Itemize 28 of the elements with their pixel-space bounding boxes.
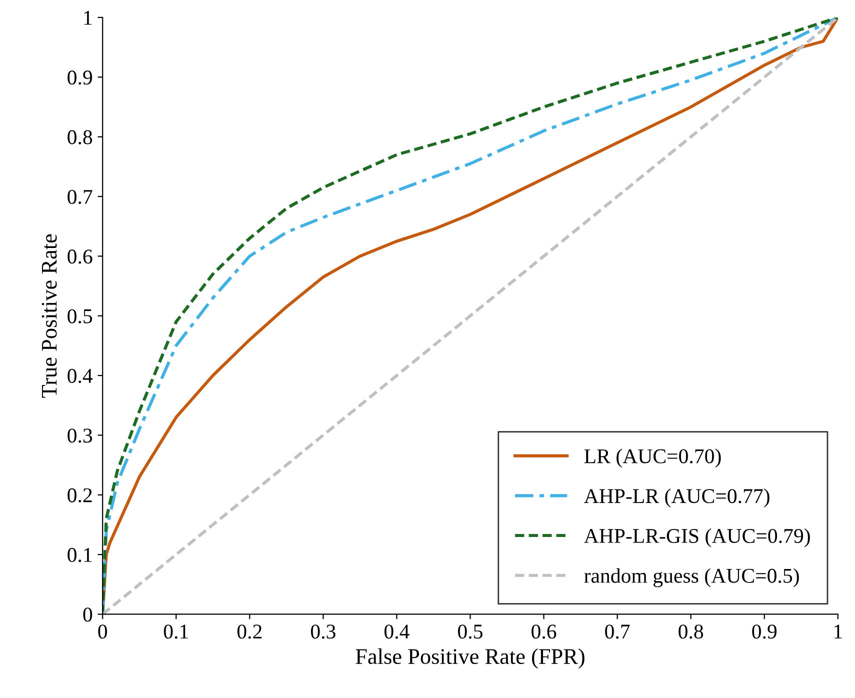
x-tick-label: 0.3: [310, 624, 336, 639]
y-axis-title: True Positive Rate: [42, 234, 57, 398]
y-tick-label: 0.7: [68, 190, 92, 204]
y-tick-label: 0.5: [68, 309, 92, 324]
y-tick-label: 0.1: [68, 548, 92, 562]
y-tick-label: 0.2: [68, 488, 92, 502]
x-axis-title: False Positive Rate (FPR): [356, 648, 584, 669]
legend-label: random guess (AUC=0.5): [584, 568, 799, 588]
legend-label: AHP-LR-GIS (AUC=0.79): [584, 528, 810, 548]
x-tick-label: 0.5: [458, 624, 482, 639]
x-tick-label: 0.6: [532, 624, 556, 639]
y-tick-label: 0.6: [68, 250, 92, 264]
y-tick-label: 1: [84, 10, 92, 25]
legend-label: LR (AUC=0.70): [584, 448, 721, 468]
y-tick-label: 0.3: [68, 428, 92, 443]
y-tick-label: 0.4: [68, 368, 93, 384]
y-tick-label: 0: [83, 608, 92, 622]
x-tick-label: 0.1: [164, 624, 188, 639]
x-tick-label: 0.9: [752, 624, 777, 639]
legend-label: AHP-LR (AUC=0.77): [584, 488, 770, 508]
y-tick-label: 0.9: [68, 70, 92, 85]
x-tick-label: 0.4: [384, 624, 410, 639]
y-tick-label: 0.8: [68, 130, 92, 144]
x-tick-label: 0.2: [237, 624, 262, 639]
x-tick-label: 0.8: [678, 624, 704, 639]
x-tick-label: 1: [834, 624, 842, 638]
x-tick-label: 0.7: [605, 624, 630, 639]
x-tick-label: 0: [98, 624, 108, 639]
